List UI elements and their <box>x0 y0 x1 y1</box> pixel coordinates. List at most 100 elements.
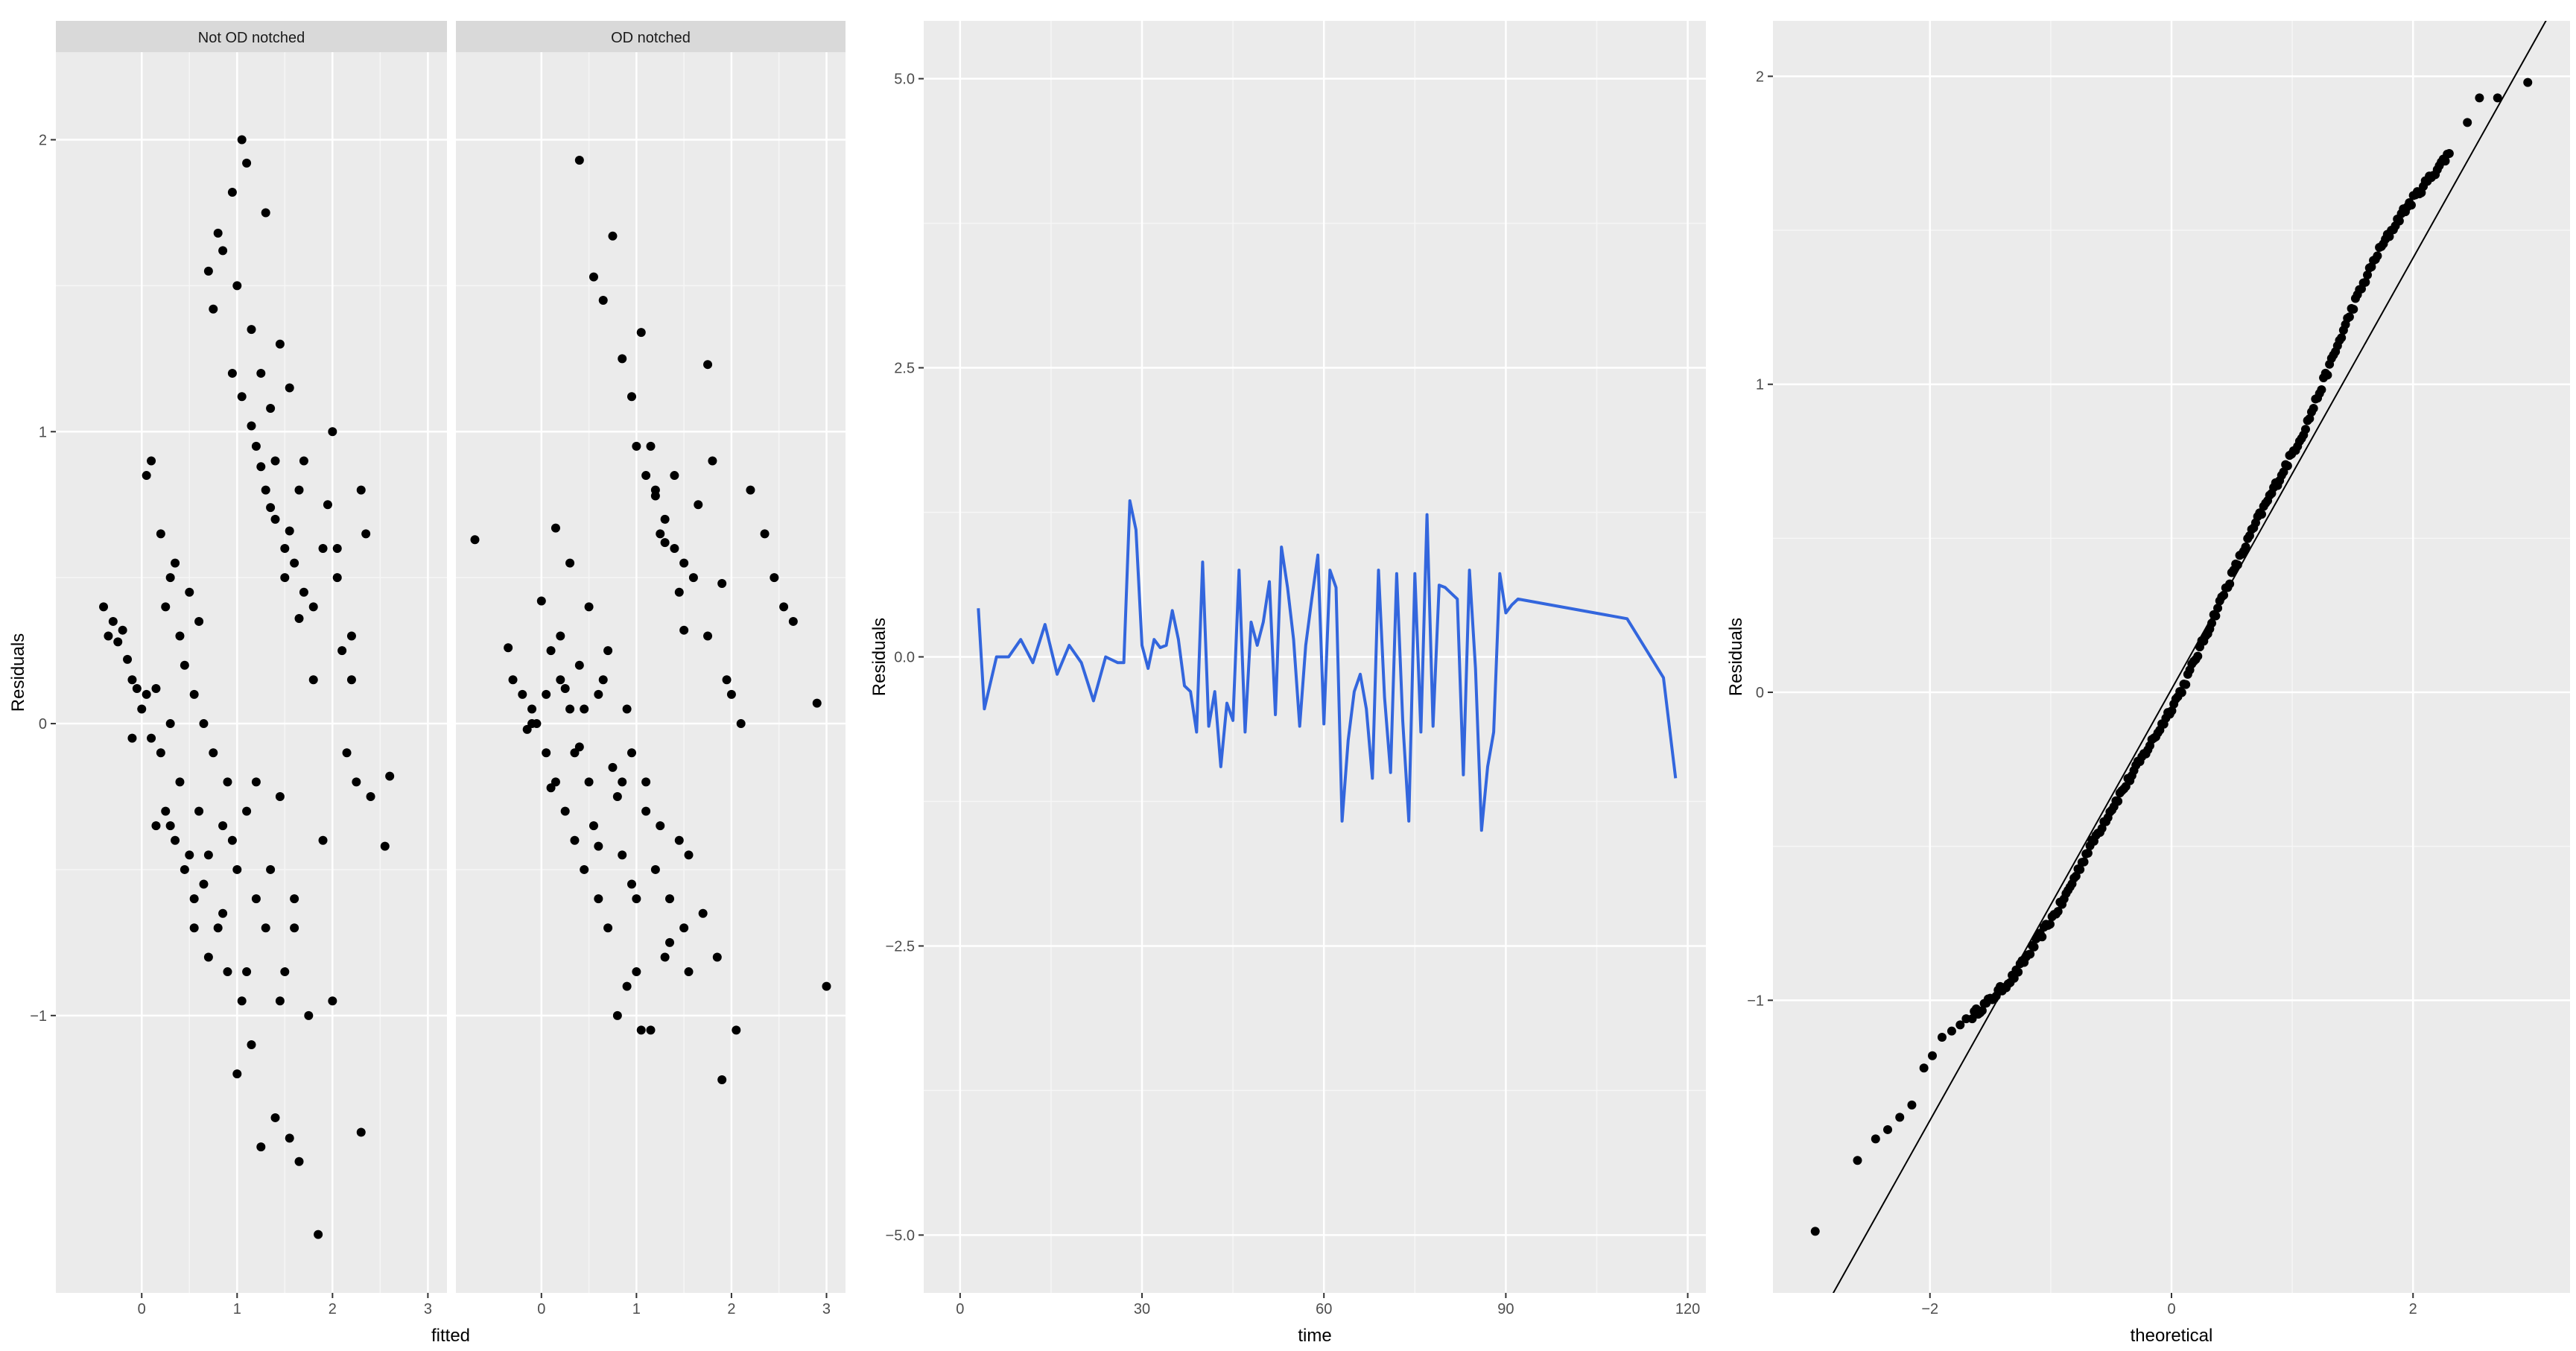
facet-strip-label: OD notched <box>611 30 691 46</box>
qq-point <box>2394 216 2404 226</box>
data-point <box>203 952 213 962</box>
data-point <box>352 777 361 787</box>
data-point <box>356 485 366 495</box>
data-point <box>684 850 694 860</box>
data-point <box>551 523 560 533</box>
data-point <box>527 719 537 729</box>
data-point <box>580 864 589 874</box>
data-point <box>603 646 613 656</box>
data-point <box>361 529 371 539</box>
data-point <box>598 296 608 305</box>
facet-strip-label: Not OD notched <box>198 30 305 46</box>
data-point <box>580 704 589 714</box>
x-axis-title: fitted <box>431 1326 470 1346</box>
y-tick-label: 2.5 <box>894 361 915 377</box>
data-point <box>542 748 551 758</box>
data-point <box>256 368 266 378</box>
data-point <box>270 514 280 524</box>
data-point <box>314 1230 323 1239</box>
data-point <box>641 806 651 816</box>
data-point <box>626 879 636 889</box>
data-point <box>632 967 641 977</box>
data-point <box>694 500 703 510</box>
data-point <box>608 231 618 241</box>
data-point <box>570 835 580 845</box>
data-point <box>290 894 299 904</box>
qq-point <box>1895 1113 1905 1122</box>
data-point <box>608 762 618 772</box>
data-point <box>232 1069 242 1079</box>
data-point <box>299 587 308 597</box>
data-point <box>546 646 556 656</box>
data-point <box>722 675 732 685</box>
qq-point <box>2177 688 2186 697</box>
data-point <box>560 806 570 816</box>
data-point <box>165 821 175 831</box>
data-point <box>270 456 280 466</box>
data-point <box>161 806 171 816</box>
data-point <box>646 441 656 451</box>
data-point <box>717 1075 727 1085</box>
data-point <box>556 675 565 685</box>
data-point <box>251 777 261 787</box>
qq-point <box>2211 611 2221 621</box>
y-axis-title: Residuals <box>869 618 889 696</box>
data-point <box>318 835 328 845</box>
data-point <box>294 485 304 495</box>
data-point <box>323 500 332 510</box>
data-point <box>618 354 627 364</box>
x-tick-label: 2 <box>329 1301 337 1317</box>
data-point <box>218 908 228 918</box>
y-tick-label: −5.0 <box>886 1227 915 1244</box>
qq-point <box>2373 251 2382 261</box>
data-point <box>209 304 218 314</box>
data-point <box>732 1025 741 1035</box>
data-point <box>185 850 194 860</box>
data-point <box>546 783 556 793</box>
y-tick-label: 0.0 <box>894 650 915 666</box>
data-point <box>536 596 546 606</box>
data-point <box>736 719 746 729</box>
x-tick-label: 0 <box>956 1301 964 1317</box>
data-point <box>618 777 627 787</box>
data-point <box>688 573 698 583</box>
data-point <box>218 246 228 256</box>
y-tick-label: 2 <box>1756 69 1764 85</box>
data-point <box>171 835 180 845</box>
data-point <box>660 538 670 548</box>
data-point <box>565 558 575 568</box>
data-point <box>646 1025 656 1035</box>
data-point <box>385 771 395 781</box>
data-point <box>275 792 285 801</box>
qq-point <box>2045 920 2055 929</box>
data-point <box>594 689 603 699</box>
data-point <box>203 850 213 860</box>
data-point <box>237 996 247 1006</box>
data-point <box>674 587 684 597</box>
data-point <box>108 616 118 626</box>
data-point <box>247 1040 256 1049</box>
data-point <box>342 748 352 758</box>
data-point <box>542 689 551 699</box>
data-point <box>294 614 304 624</box>
qq-point <box>1871 1134 1880 1144</box>
data-point <box>641 777 651 787</box>
y-tick-label: 1 <box>39 424 47 440</box>
data-point <box>223 777 232 787</box>
qq-point <box>1955 1020 1965 1030</box>
qq-point <box>2309 404 2318 414</box>
data-point <box>332 544 342 553</box>
data-point <box>161 602 171 612</box>
qq-point <box>1883 1124 1893 1134</box>
x-tick-label: 120 <box>1675 1301 1700 1317</box>
data-point <box>242 967 252 977</box>
qq-point <box>2219 590 2229 600</box>
data-point <box>598 675 608 685</box>
qq-point <box>2257 510 2267 519</box>
data-point <box>717 579 727 589</box>
data-point <box>594 841 603 851</box>
data-point <box>574 742 584 752</box>
data-point <box>470 535 480 545</box>
data-point <box>189 689 199 699</box>
